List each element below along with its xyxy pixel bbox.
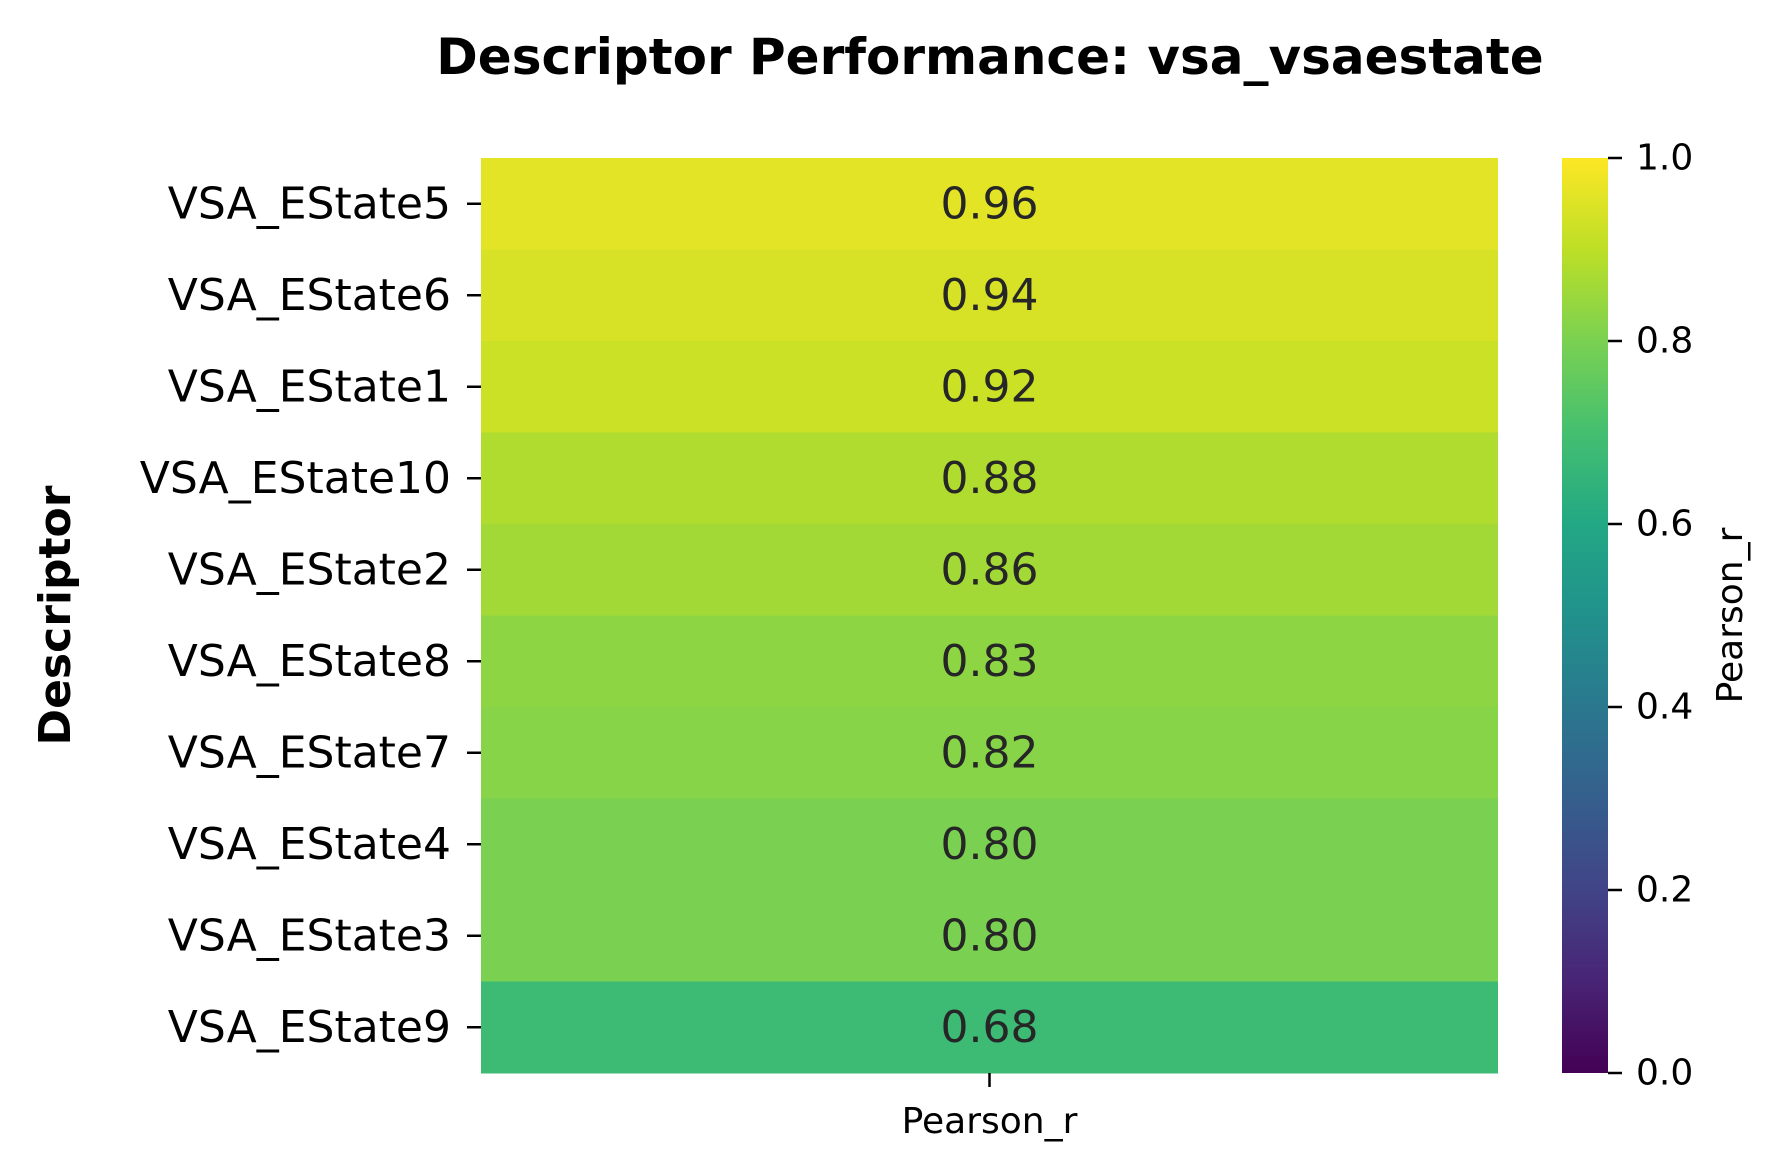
y-axis: VSA_EState5 VSA_EState6 VSA_EState1 VSA_ESt…: [140, 178, 481, 1053]
y-tick-label: VSA_EState9: [168, 1002, 451, 1053]
cell-value-label: 0.88: [941, 453, 1039, 504]
heatmap-cell: [481, 890, 1498, 982]
chart-title: Descriptor Performance: vsa_vsaestate: [436, 28, 1543, 86]
y-tick-label: VSA_EState3: [168, 910, 451, 961]
cell-value-label: 0.80: [941, 910, 1039, 961]
colorbar-tick-label: 0.8: [1636, 321, 1693, 362]
colorbar-tick-label: 0.0: [1636, 1053, 1693, 1094]
cell-value-label: 0.82: [941, 727, 1039, 778]
heatmap-cell: [481, 615, 1498, 708]
x-axis: Pearson_r: [902, 1073, 1078, 1142]
colorbar-tick-label: 0.6: [1636, 504, 1693, 545]
cell-value-label: 0.94: [941, 270, 1039, 321]
y-tick-label: VSA_EState5: [168, 178, 451, 229]
colorbar-tick-label: 1.0: [1636, 138, 1693, 179]
y-tick-label: VSA_EState1: [168, 361, 451, 412]
cell-value-label: 0.92: [941, 361, 1039, 412]
cell-value-label: 0.68: [941, 1002, 1039, 1053]
cell-value-label: 0.96: [941, 178, 1039, 229]
y-tick-label: VSA_EState2: [168, 544, 451, 595]
heatmap-cell: [481, 798, 1498, 891]
y-tick-label: VSA_EState8: [168, 636, 451, 687]
heatmap-cell: [481, 981, 1498, 1074]
x-tick-label: Pearson_r: [902, 1101, 1078, 1142]
y-tick-label: VSA_EState4: [168, 819, 451, 870]
colorbar-tick-label: 0.4: [1636, 687, 1693, 728]
heatmap-cells: 0.96 0.94 0.92 0.88 0.86 0.83 0.82 0.80 0.80 0.68: [481, 158, 1498, 1074]
heatmap-cell: [481, 158, 1498, 250]
heatmap-cell: [481, 707, 1498, 799]
colorbar: 0.0 0.2 0.4 0.6 0.8 1.0: [1562, 138, 1693, 1094]
cell-value-label: 0.80: [941, 819, 1039, 870]
heatmap-cell: [481, 249, 1498, 342]
colorbar-gradient: [1562, 158, 1608, 1073]
y-axis-label: Descriptor: [30, 485, 81, 745]
y-tick-label: VSA_EState10: [140, 453, 451, 504]
cell-value-label: 0.86: [941, 544, 1039, 595]
colorbar-tick-label: 0.2: [1636, 870, 1693, 911]
cell-value-label: 0.83: [941, 636, 1039, 687]
heatmap-cell: [481, 341, 1498, 433]
y-tick-label: VSA_EState7: [168, 727, 451, 778]
heatmap-cell: [481, 524, 1498, 616]
y-tick-label: VSA_EState6: [168, 270, 451, 321]
heatmap-cell: [481, 432, 1498, 525]
colorbar-label: Pearson_r: [1710, 527, 1751, 703]
